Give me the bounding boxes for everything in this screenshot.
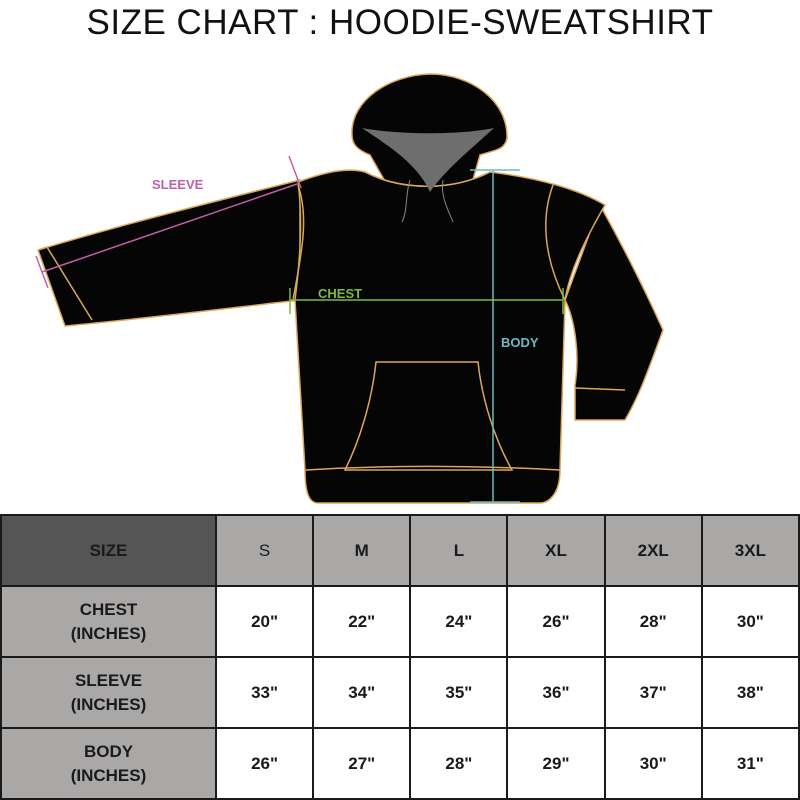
size-m: M [312,514,412,587]
table-cell: 38" [700,656,800,729]
table-cell: 28" [409,727,509,800]
size-3xl: 3XL [700,514,800,587]
table-header-row: SIZE S M L XL 2XL 3XL [0,514,800,587]
table-row-body: BODY (INCHES) 26" 27" 28" 29" 30" 31" [0,727,800,800]
table-cell: 24" [409,585,509,658]
left-cuff-seam [37,246,93,321]
size-xl: XL [506,514,606,587]
page-title: SIZE CHART : HOODIE-SWEATSHIRT [86,3,714,42]
table-cell: 29" [506,727,606,800]
hoodie-right-sleeve [564,203,664,421]
size-s: S [214,514,315,587]
kangaroo-pocket [343,361,514,471]
row-label-sleeve: SLEEVE (INCHES) [0,656,217,729]
size-header: SIZE [0,514,217,587]
body-label: BODY [501,335,539,350]
row-label-body: BODY (INCHES) [0,727,217,800]
hoodie-neckline [364,171,491,187]
right-sleeve-seam [545,184,566,301]
size-2xl: 2XL [603,514,703,587]
drawstring-left [401,179,411,223]
table-cell: 26" [506,585,606,658]
table-cell: 20" [214,585,315,658]
table-cell: 31" [700,727,800,800]
table-cell: 34" [312,656,412,729]
table-row-sleeve: SLEEVE (INCHES) 33" 34" 35" 36" 37" 38" [0,656,800,729]
table-cell: 28" [603,585,703,658]
hoodie-hood [351,73,508,191]
table-row-chest: CHEST (INCHES) 20" 22" 24" 26" 28" 30" [0,585,800,658]
table-cell: 36" [506,656,606,729]
hoodie-diagram: SLEEVE CHEST BODY [35,73,664,504]
hoodie-body [294,169,607,504]
right-cuff-seam [574,387,626,391]
table-cell: 27" [312,727,412,800]
row-label-chest: CHEST (INCHES) [0,585,217,658]
sleeve-measure [35,155,302,289]
row-unit: (INCHES) [70,765,147,785]
row-unit: (INCHES) [70,623,147,643]
chest-measure [289,288,564,314]
size-l: L [409,514,509,587]
hood-lining [362,128,494,192]
row-label: SLEEVE [74,670,143,690]
body-measure [470,169,520,503]
table-cell: 30" [603,727,703,800]
sleeve-label: SLEEVE [152,177,204,192]
table-cell: 37" [603,656,703,729]
hoodie-left-sleeve [37,179,301,327]
chest-label: CHEST [318,286,362,301]
left-sleeve-seam [292,184,305,301]
table-cell: 33" [214,656,315,729]
size-table: SIZE S M L XL 2XL 3XL CHEST (INCHES) 20" … [0,514,800,800]
table-cell: 35" [409,656,509,729]
row-unit: (INCHES) [70,694,147,714]
table-cell: 30" [700,585,800,658]
row-label: BODY [83,741,134,761]
table-cell: 26" [214,727,315,800]
hoodie-illustration [37,73,664,504]
row-label: CHEST [79,599,138,619]
waistband-seam [305,465,561,471]
table-cell: 22" [312,585,412,658]
drawstring-right [441,179,454,223]
